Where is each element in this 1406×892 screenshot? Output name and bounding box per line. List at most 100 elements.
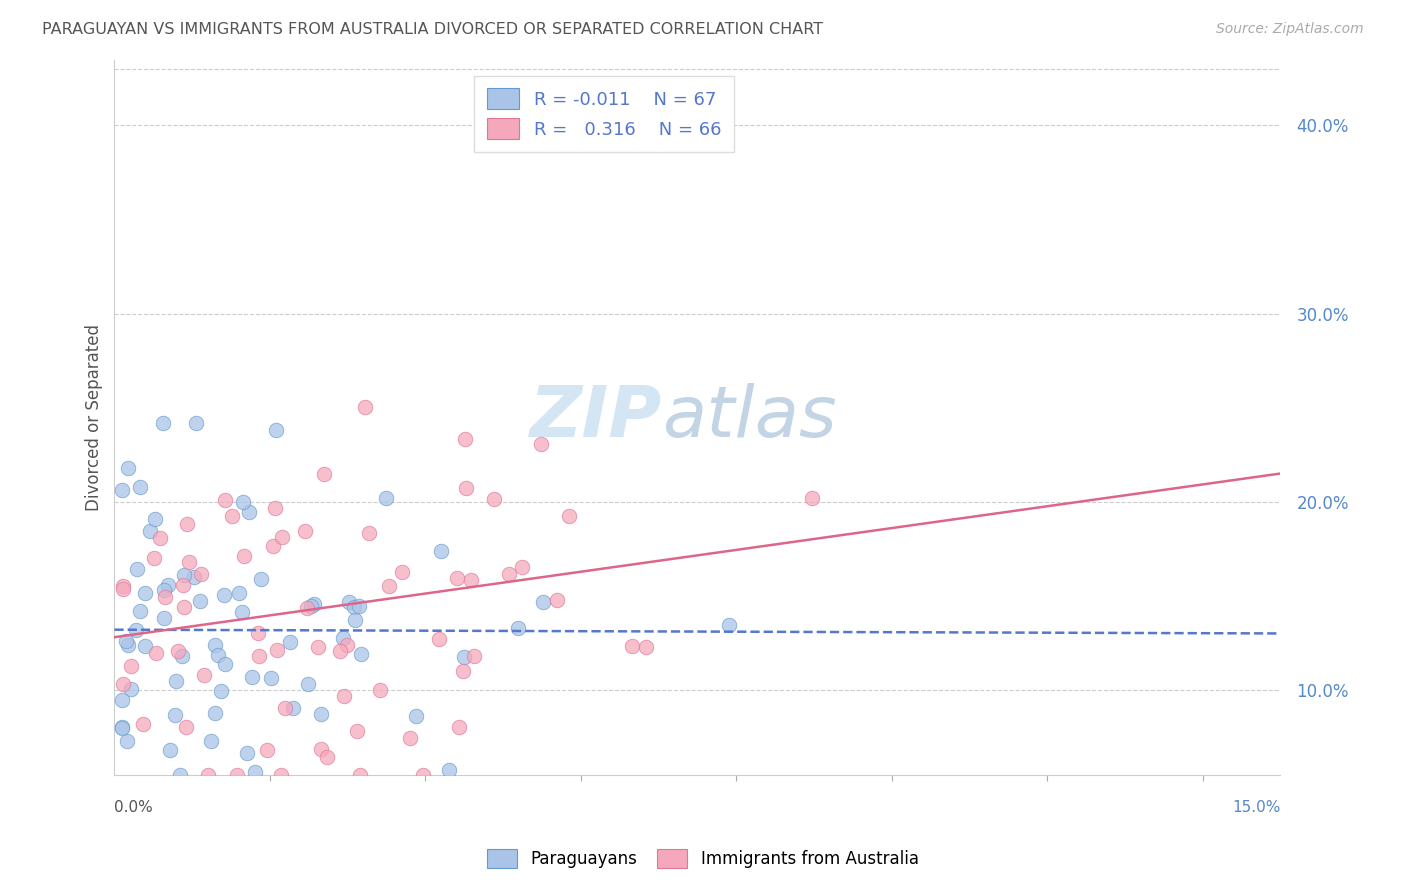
Point <box>159 743 181 757</box>
Point <box>427 632 450 647</box>
Point <box>232 549 254 564</box>
Point <box>134 585 156 599</box>
Point <box>212 589 235 603</box>
Point <box>157 578 180 592</box>
Point <box>368 683 391 698</box>
Point <box>295 601 318 615</box>
Point <box>312 467 335 481</box>
Point <box>163 707 186 722</box>
Point <box>498 566 520 581</box>
Legend: R = -0.011    N = 67, R =   0.316    N = 66: R = -0.011 N = 67, R = 0.316 N = 66 <box>474 76 734 152</box>
Point <box>177 555 200 569</box>
Point <box>463 649 485 664</box>
Point <box>184 416 207 430</box>
Point <box>399 731 422 745</box>
Text: ZIP: ZIP <box>530 383 662 451</box>
Point <box>117 638 139 652</box>
Point <box>132 717 155 731</box>
Point <box>309 742 332 756</box>
Point <box>149 531 172 545</box>
Point <box>221 508 243 523</box>
Point <box>117 460 139 475</box>
Point <box>246 625 269 640</box>
Point <box>240 670 263 684</box>
Point <box>332 631 354 645</box>
Point <box>336 638 359 652</box>
Point <box>120 659 142 673</box>
Point <box>508 621 530 635</box>
Point <box>228 586 250 600</box>
Point <box>174 720 197 734</box>
Point <box>266 643 288 657</box>
Point <box>172 648 194 663</box>
Point <box>204 706 226 721</box>
Point <box>283 701 305 715</box>
Point <box>112 582 135 597</box>
Point <box>128 604 150 618</box>
Point <box>375 491 398 505</box>
Point <box>200 734 222 748</box>
Point <box>143 550 166 565</box>
Point <box>344 613 367 627</box>
Point <box>127 562 149 576</box>
Point <box>183 570 205 584</box>
Point <box>294 524 316 539</box>
Point <box>456 481 478 495</box>
Point <box>256 743 278 757</box>
Point <box>243 764 266 779</box>
Point <box>271 530 294 544</box>
Point <box>337 595 360 609</box>
Point <box>429 544 451 558</box>
Point <box>378 579 401 593</box>
Legend: Paraguayans, Immigrants from Australia: Paraguayans, Immigrants from Australia <box>481 842 925 875</box>
Point <box>621 639 644 653</box>
Point <box>152 582 174 597</box>
Point <box>391 565 413 579</box>
Point <box>349 767 371 781</box>
Point <box>232 495 254 509</box>
Point <box>412 767 434 781</box>
Point <box>353 400 375 414</box>
Point <box>111 720 134 734</box>
Point <box>209 683 232 698</box>
Point <box>111 693 134 707</box>
Point <box>197 767 219 781</box>
Point <box>238 505 260 519</box>
Point <box>125 623 148 637</box>
Point <box>112 677 135 691</box>
Point <box>134 639 156 653</box>
Point <box>143 511 166 525</box>
Point <box>451 665 474 679</box>
Point <box>129 480 152 494</box>
Point <box>207 648 229 662</box>
Point <box>333 689 356 703</box>
Point <box>278 635 301 649</box>
Point <box>145 646 167 660</box>
Point <box>262 539 284 553</box>
Point <box>165 674 187 689</box>
Point <box>270 767 292 781</box>
Point <box>531 595 554 609</box>
Point <box>115 634 138 648</box>
Point <box>274 701 297 715</box>
Text: 0.0%: 0.0% <box>114 799 153 814</box>
Point <box>546 592 568 607</box>
Point <box>214 657 236 672</box>
Point <box>304 597 326 611</box>
Point <box>231 605 253 619</box>
Point <box>247 649 270 664</box>
Point <box>111 579 134 593</box>
Text: PARAGUAYAN VS IMMIGRANTS FROM AUSTRALIA DIVORCED OR SEPARATED CORRELATION CHART: PARAGUAYAN VS IMMIGRANTS FROM AUSTRALIA … <box>42 22 824 37</box>
Point <box>636 640 658 654</box>
Y-axis label: Divorced or Separated: Divorced or Separated <box>86 324 103 510</box>
Point <box>359 525 381 540</box>
Point <box>226 767 249 781</box>
Text: Source: ZipAtlas.com: Source: ZipAtlas.com <box>1216 22 1364 37</box>
Point <box>264 423 287 437</box>
Point <box>343 600 366 615</box>
Point <box>172 578 194 592</box>
Point <box>297 677 319 691</box>
Point <box>347 599 370 614</box>
Point <box>346 723 368 738</box>
Point <box>176 517 198 532</box>
